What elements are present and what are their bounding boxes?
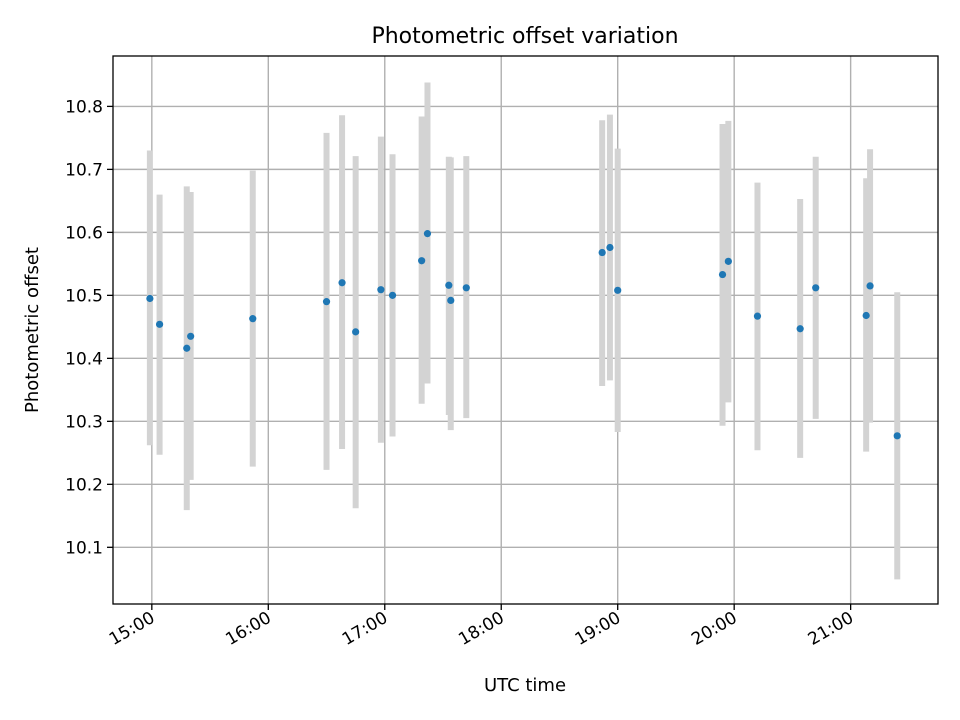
data-points [146,230,901,440]
y-tick-label: 10.5 [65,286,103,306]
plot-frame [112,55,939,605]
data-point [893,432,901,440]
x-tick-label: 18:00 [455,608,507,650]
data-point [447,296,455,304]
data-point [724,257,732,265]
y-tick-label: 10.7 [65,160,103,180]
x-tick-label: 17:00 [339,608,391,650]
chart-title: Photometric offset variation [371,24,678,49]
data-point [606,243,614,252]
data-point [155,320,164,328]
x-axis-label: UTC time [484,675,566,696]
data-point [423,230,432,238]
x-tick-label: 15:00 [106,608,158,650]
data-point [187,332,195,340]
data-point [796,325,804,333]
x-tick-label: 19:00 [572,608,624,650]
y-tick-label: 10.3 [65,412,103,432]
data-point [812,284,820,292]
y-tick-label: 10.6 [65,223,103,243]
data-point [418,257,426,265]
data-point [866,282,874,290]
data-point [718,270,727,279]
data-point [322,298,331,306]
y-tick-label: 10.1 [65,538,103,558]
data-point [338,279,346,287]
data-point [183,344,191,352]
data-point [146,294,154,303]
data-point [388,291,397,299]
y-tick-label: 10.8 [65,97,103,117]
data-point [462,284,470,292]
data-point [753,312,762,320]
data-point [614,286,622,294]
x-tick-label: 20:00 [688,608,740,650]
data-point [377,286,385,294]
x-tick-label: 21:00 [805,608,857,650]
error-bars [146,82,901,580]
y-axis-label: Photometric offset [22,247,43,413]
x-tick-label: 16:00 [222,608,274,650]
y-tick-label: 10.4 [65,349,103,369]
data-point [598,248,606,257]
data-point [445,281,453,289]
data-point [249,315,257,323]
data-point [352,328,360,336]
y-tick-label: 10.2 [65,475,103,495]
data-point [862,311,870,320]
